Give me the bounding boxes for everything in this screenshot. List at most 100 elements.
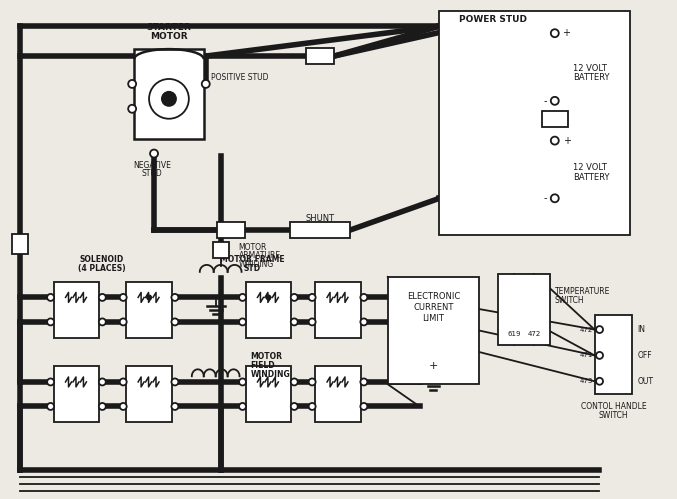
Text: OFF: OFF	[637, 351, 652, 360]
Circle shape	[161, 91, 177, 107]
Bar	[246, 366, 291, 422]
Circle shape	[99, 378, 106, 385]
Circle shape	[150, 150, 158, 158]
Text: MOTOR: MOTOR	[150, 32, 188, 41]
Circle shape	[47, 318, 54, 325]
Text: OUT: OUT	[637, 377, 653, 386]
Circle shape	[171, 378, 179, 385]
Circle shape	[120, 318, 127, 325]
Bar	[12, 234, 28, 254]
Text: (4 PLACES): (4 PLACES)	[77, 264, 125, 273]
Bar	[246, 282, 291, 337]
Text: NEGATIVE: NEGATIVE	[133, 161, 171, 170]
Circle shape	[128, 80, 136, 88]
Circle shape	[47, 294, 54, 301]
Circle shape	[290, 318, 298, 325]
Text: 7: 7	[218, 246, 223, 254]
Text: 619: 619	[507, 330, 521, 336]
Text: F1: F1	[16, 242, 24, 247]
Circle shape	[360, 294, 368, 301]
Text: 472: 472	[580, 326, 592, 332]
Circle shape	[171, 294, 179, 301]
Circle shape	[146, 294, 152, 300]
Circle shape	[596, 352, 603, 359]
Circle shape	[290, 378, 298, 385]
Circle shape	[551, 29, 559, 37]
Text: SHUNT: SHUNT	[305, 214, 334, 223]
Text: 12 VOLT: 12 VOLT	[573, 163, 607, 172]
Circle shape	[360, 403, 368, 410]
Bar	[315, 282, 361, 337]
Circle shape	[239, 318, 246, 325]
Circle shape	[99, 294, 106, 301]
Text: CONTOL HANDLE: CONTOL HANDLE	[581, 402, 647, 411]
Text: SWITCH: SWITCH	[554, 296, 584, 305]
Bar	[594, 315, 632, 394]
Circle shape	[360, 378, 368, 385]
Circle shape	[149, 79, 189, 119]
Text: 7A: 7A	[225, 226, 236, 235]
Circle shape	[309, 318, 315, 325]
Circle shape	[596, 378, 603, 385]
Circle shape	[551, 137, 559, 145]
Circle shape	[290, 403, 298, 410]
Circle shape	[290, 294, 298, 301]
Circle shape	[265, 294, 271, 300]
Bar	[213, 242, 229, 258]
Circle shape	[239, 378, 246, 385]
Circle shape	[171, 403, 179, 410]
Circle shape	[47, 403, 54, 410]
Bar	[315, 366, 361, 422]
Circle shape	[309, 378, 315, 385]
Bar	[542, 111, 568, 127]
Text: +: +	[563, 136, 571, 146]
Circle shape	[551, 194, 559, 202]
Circle shape	[47, 378, 54, 385]
Text: STARTER: STARTER	[147, 23, 192, 32]
Text: MOTOR: MOTOR	[238, 243, 267, 251]
Circle shape	[202, 80, 210, 88]
Circle shape	[596, 326, 603, 333]
Text: +: +	[562, 28, 570, 38]
Bar	[498, 274, 550, 345]
Bar	[53, 282, 100, 337]
Text: MOTOR: MOTOR	[250, 352, 282, 361]
Text: MOTOR FRAME: MOTOR FRAME	[220, 255, 285, 264]
Circle shape	[309, 403, 315, 410]
Bar	[290, 222, 350, 238]
Bar	[439, 11, 630, 235]
Text: BATTERY: BATTERY	[573, 173, 609, 182]
Text: FIELD: FIELD	[250, 361, 275, 370]
Circle shape	[128, 105, 136, 113]
Text: LIMIT: LIMIT	[422, 314, 444, 323]
Text: +: +	[429, 361, 438, 371]
Bar	[134, 49, 204, 139]
Text: -: -	[544, 96, 547, 106]
Text: WINDING: WINDING	[238, 260, 274, 269]
Text: GN: GN	[549, 114, 561, 123]
Text: WINDING: WINDING	[250, 370, 290, 379]
Bar	[388, 277, 479, 384]
Text: 473: 473	[580, 378, 592, 384]
Bar	[53, 366, 100, 422]
Text: SOLENOID: SOLENOID	[79, 255, 123, 264]
Circle shape	[171, 318, 179, 325]
Circle shape	[239, 294, 246, 301]
Circle shape	[120, 378, 127, 385]
Text: ARMATURE: ARMATURE	[238, 251, 281, 260]
Text: POWER STUD: POWER STUD	[459, 15, 527, 24]
Circle shape	[239, 403, 246, 410]
Bar	[126, 282, 172, 337]
Circle shape	[551, 97, 559, 105]
Bar	[217, 222, 244, 238]
Text: 471: 471	[580, 352, 592, 358]
Circle shape	[309, 294, 315, 301]
Circle shape	[99, 403, 106, 410]
Text: IN: IN	[637, 325, 645, 334]
Text: 6A: 6A	[315, 51, 325, 60]
Circle shape	[120, 294, 127, 301]
Text: POSITIVE STUD: POSITIVE STUD	[211, 73, 268, 82]
Text: SHUNT: SHUNT	[305, 226, 334, 235]
Circle shape	[120, 403, 127, 410]
Text: -: -	[544, 193, 547, 203]
